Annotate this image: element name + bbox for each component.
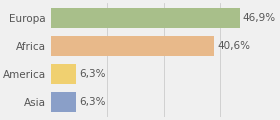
- Bar: [51, 92, 76, 112]
- Bar: [51, 8, 240, 28]
- Text: 40,6%: 40,6%: [218, 41, 251, 51]
- Text: 6,3%: 6,3%: [79, 97, 106, 107]
- Bar: [51, 36, 214, 56]
- Bar: [51, 64, 76, 84]
- Text: 46,9%: 46,9%: [243, 13, 276, 23]
- Text: 6,3%: 6,3%: [79, 69, 106, 79]
